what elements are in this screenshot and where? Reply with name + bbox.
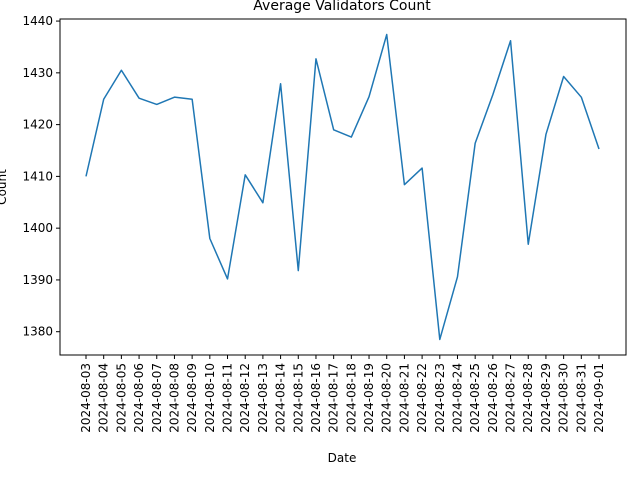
- x-tick-label: 2024-08-28: [521, 363, 535, 433]
- x-tick-label: 2024-08-12: [238, 363, 252, 433]
- x-tick-label: 2024-08-15: [291, 363, 305, 433]
- x-tick-label: 2024-08-03: [79, 363, 93, 433]
- x-tick-label: 2024-08-29: [539, 363, 553, 433]
- x-tick-label: 2024-08-13: [256, 363, 270, 433]
- x-tick-label: 2024-08-11: [221, 363, 235, 433]
- x-tick-label: 2024-08-19: [362, 363, 376, 433]
- x-tick-label: 2024-08-10: [203, 363, 217, 433]
- y-tick-label: 1430: [22, 66, 53, 80]
- x-tick-label: 2024-08-25: [468, 363, 482, 433]
- y-axis: 1380 1390 1400 1410 1420 1430 1440: [22, 14, 60, 339]
- x-axis: 2024-08-03 2024-08-04 2024-08-05 2024-08-06…: [79, 355, 606, 433]
- x-tick-label: 2024-09-01: [592, 363, 606, 433]
- series-layer: [85, 33, 600, 341]
- x-tick-label: 2024-08-22: [415, 363, 429, 433]
- x-tick-label: 2024-08-23: [433, 363, 447, 433]
- x-tick-label: 2024-08-31: [574, 363, 588, 433]
- x-tick-label: 2024-08-30: [557, 363, 571, 433]
- x-tick-label: 2024-08-21: [397, 363, 411, 433]
- y-tick-label: 1380: [22, 325, 53, 339]
- x-tick-label: 2024-08-26: [486, 363, 500, 433]
- x-tick-label: 2024-08-07: [150, 363, 164, 433]
- x-tick-label: 2024-08-20: [380, 363, 394, 433]
- y-axis-title: Count: [0, 169, 9, 205]
- x-tick-label: 2024-08-05: [114, 363, 128, 433]
- series-line: [85, 33, 600, 341]
- x-tick-label: 2024-08-08: [167, 363, 181, 433]
- y-tick-label: 1400: [22, 221, 53, 235]
- plot-frame: [59, 18, 627, 356]
- x-tick-label: 2024-08-14: [274, 363, 288, 433]
- y-tick-label: 1420: [22, 118, 53, 132]
- x-tick-label: 2024-08-17: [327, 363, 341, 433]
- x-tick-label: 2024-08-27: [504, 363, 518, 433]
- x-tick-label: 2024-08-09: [185, 363, 199, 433]
- x-tick-label: 2024-08-06: [132, 363, 146, 433]
- x-axis-title: Date: [328, 451, 357, 465]
- y-tick-label: 1440: [22, 14, 53, 28]
- y-tick-label: 1390: [22, 273, 53, 287]
- y-tick-label: 1410: [22, 169, 53, 183]
- x-tick-label: 2024-08-24: [450, 363, 464, 433]
- x-tick-label: 2024-08-16: [309, 363, 323, 433]
- x-tick-label: 2024-08-04: [97, 363, 111, 433]
- chart-title: Average Validators Count: [253, 0, 431, 14]
- x-tick-label: 2024-08-18: [344, 363, 358, 433]
